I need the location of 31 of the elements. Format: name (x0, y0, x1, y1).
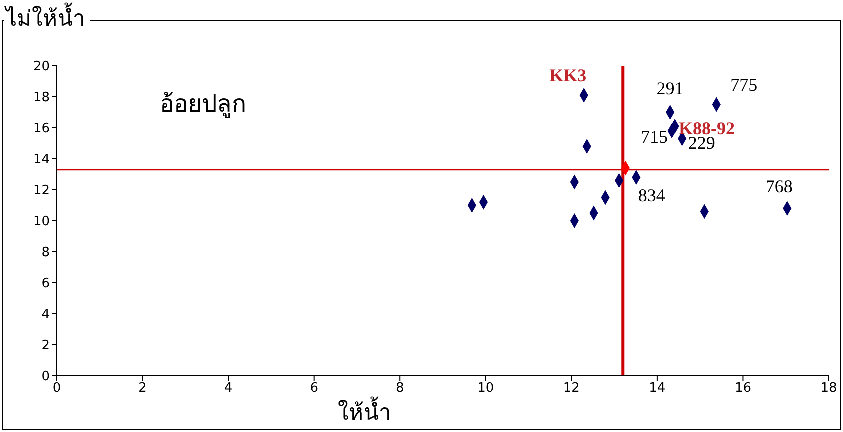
x-tick-label: 0 (52, 381, 62, 396)
x-tick-label: 6 (310, 381, 318, 396)
x-axis-title: ให้น้ำ (338, 397, 391, 426)
y-tick-label: 4 (42, 308, 50, 323)
annotation: 715 (641, 127, 668, 148)
x-tick-label: 14 (649, 381, 666, 396)
annotation: 291 (656, 78, 684, 98)
x-tick-label: 4 (224, 381, 233, 396)
annotation: 834 (638, 186, 666, 206)
annotation: อ้อยปลูก (160, 90, 247, 119)
y-tick-label: 10 (33, 214, 50, 230)
annotation: KK3 (550, 65, 587, 86)
y-tick-label: 2 (42, 338, 50, 354)
x-tick-label: 8 (396, 381, 404, 396)
y-tick-label: 12 (33, 184, 50, 199)
y-tick-label: 8 (42, 246, 50, 261)
y-tick-label: 0 (42, 370, 50, 385)
y-tick-label: 6 (42, 276, 50, 292)
y-axis-title: ไม่ให้น้ำ (4, 3, 85, 32)
x-tick-label: 10 (478, 381, 494, 396)
x-tick-label: 2 (138, 381, 147, 396)
y-tick-label: 18 (33, 90, 50, 106)
x-tick-label: 18 (820, 381, 838, 396)
annotation: 768 (766, 176, 793, 197)
annotation: 775 (730, 74, 758, 95)
x-tick-label: 16 (734, 381, 752, 396)
y-tick-label: 20 (33, 60, 50, 75)
annotation: K88-92 (679, 118, 736, 138)
x-tick-label: 12 (563, 381, 580, 396)
y-tick-label: 14 (33, 152, 50, 168)
y-tick-label: 16 (33, 122, 50, 137)
